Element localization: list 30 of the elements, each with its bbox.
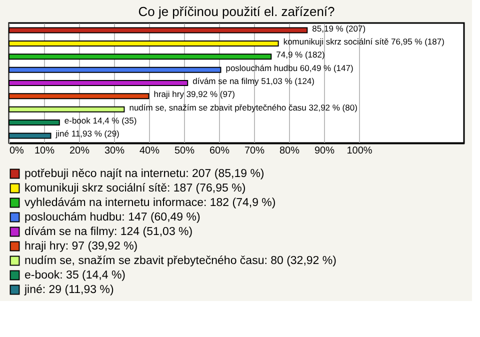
legend-label: hraji hry: 97 (39,92 %) (24, 240, 138, 252)
x-tick-label: 10% (34, 146, 55, 156)
legend-label: potřebuji něco najít na internetu: 207 (85,19 %) (24, 168, 264, 180)
legend-label: vyhledávám na internetu informace: 182 (74,9 %) (24, 196, 276, 209)
chart-title: Co je příčinou použití el. zařízení? (138, 4, 335, 19)
data-label: jiné 11,93 % (29) (54, 128, 120, 139)
x-tick-label: 80% (279, 146, 300, 156)
legend-label: nudím se, snažím se zbavit přebytečného času: 80 (32,92 %) (24, 254, 337, 267)
data-label: nudím se, snažím se zbavit přebytečného času 32,92 % (80) (129, 102, 358, 112)
data-label: 74,9 % (182) (276, 50, 325, 60)
x-tick-label: 100% (346, 146, 372, 156)
data-label: e-book 14,4 % (35) (64, 116, 137, 126)
legend-label: poslouchám hudbu: 147 (60,49 %) (24, 211, 200, 224)
data-label: dívám se na filmy 51,03 % (124) (192, 76, 315, 86)
x-tick-label: 50% (174, 146, 195, 156)
legend-label: komunikuji skrz sociální sítě: 187 (76,95 %) (24, 182, 246, 194)
legend-label: jiné: 29 (11,93 %) (24, 284, 114, 296)
x-tick-label: 90% (314, 146, 335, 156)
x-tick-label: 70% (244, 146, 265, 156)
data-label: 85,19 % (207) (312, 23, 366, 34)
legend-label: e-book: 35 (14,4 %) (24, 269, 126, 282)
x-tick-label: 0% (10, 146, 24, 156)
legend-label: dívám se na filmy: 124 (51,03 %) (24, 226, 193, 238)
data-label: poslouchám hudbu 60,49 % (147) (226, 62, 354, 73)
x-tick-label: 20% (69, 146, 90, 156)
x-tick-label: 40% (139, 146, 160, 156)
x-tick-label: 30% (104, 146, 125, 156)
data-label: komunikuji skrz sociální sítě 76,95 % (187) (283, 36, 445, 46)
data-label: hraji hry 39,92 % (97) (154, 89, 236, 100)
x-tick-label: 60% (209, 146, 230, 156)
